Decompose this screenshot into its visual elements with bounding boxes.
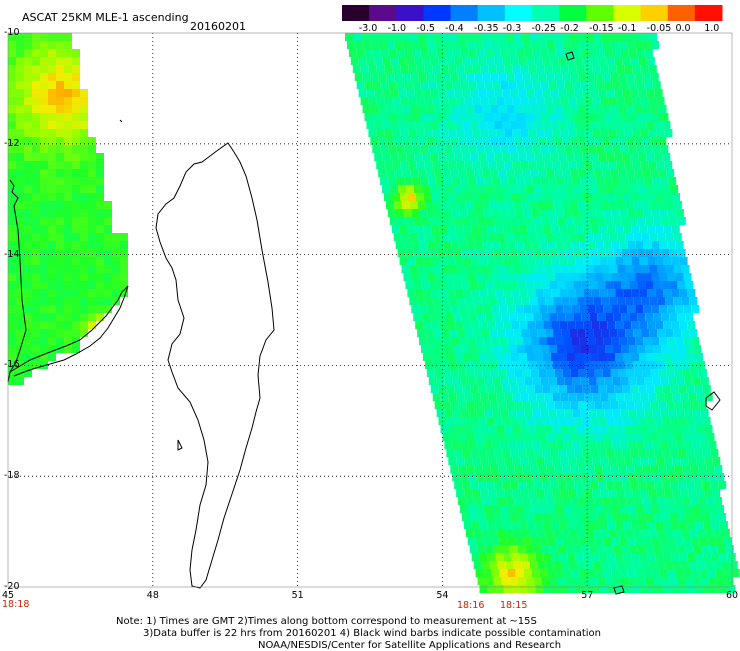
time-label-mid1: 18:16 bbox=[457, 600, 485, 611]
note-line-2: 3)Data buffer is 22 hrs from 20160201 4)… bbox=[143, 628, 601, 639]
time-label-left: 18:18 bbox=[2, 599, 30, 610]
time-label-mid2: 18:15 bbox=[500, 600, 528, 611]
note-line-3: NOAA/NESDIS/Center for Satellite Applica… bbox=[258, 640, 562, 651]
lat-label: -16 bbox=[4, 359, 20, 371]
lon-label: 60 bbox=[726, 590, 739, 601]
colorbar-tick: -0.5 bbox=[416, 23, 435, 34]
colorbar-tick: -0.35 bbox=[473, 23, 499, 34]
africa-coastline bbox=[7, 179, 27, 383]
map-date: 20160201 bbox=[190, 20, 246, 33]
map-title: ASCAT 25KM MLE-1 ascending bbox=[22, 11, 189, 24]
lat-label: -12 bbox=[4, 137, 20, 149]
coastline bbox=[7, 51, 721, 595]
colorbar-swatch bbox=[477, 5, 506, 21]
colorbar-swatch bbox=[342, 5, 370, 21]
lon-label: 48 bbox=[146, 590, 159, 601]
island-1 bbox=[565, 51, 575, 61]
colorbar-tick: -0.05 bbox=[646, 23, 672, 34]
lat-label: -18 bbox=[4, 470, 20, 482]
colorbar-swatch bbox=[396, 5, 424, 21]
lat-lon-grid bbox=[8, 33, 732, 587]
lat-label: -20 bbox=[4, 581, 20, 592]
lon-label: 45 bbox=[2, 590, 15, 601]
colorbar-swatch bbox=[369, 5, 397, 21]
colorbar-tick: -0.15 bbox=[589, 23, 614, 34]
lon-label: 57 bbox=[581, 590, 594, 601]
colorbar-swatch bbox=[504, 5, 533, 21]
map-canvas bbox=[7, 32, 740, 595]
colorbar-swatch bbox=[613, 5, 642, 21]
lon-label: 54 bbox=[436, 590, 449, 601]
colorbar-tick: -0.4 bbox=[445, 23, 464, 34]
colorbar-swatch bbox=[667, 5, 696, 21]
island-5 bbox=[177, 439, 183, 451]
colorbar-swatch bbox=[423, 5, 452, 21]
island-2 bbox=[705, 391, 721, 411]
colorbar-tick: -0.3 bbox=[502, 23, 522, 34]
colorbar-swatch bbox=[586, 5, 614, 21]
colorbar-tick: -3.0 bbox=[358, 23, 378, 34]
colorbar-tick: -0.1 bbox=[617, 23, 637, 34]
colorbar-swatch bbox=[559, 5, 587, 21]
madagascar-coastline bbox=[155, 142, 275, 589]
island-3 bbox=[613, 585, 625, 595]
colorbar-tick: 0.0 bbox=[675, 23, 691, 34]
colorbar-tick: 1.0 bbox=[704, 23, 720, 34]
colorbar bbox=[342, 5, 723, 21]
data-swaths bbox=[8, 33, 740, 593]
colorbar-tick: -0.2 bbox=[560, 23, 579, 34]
colorbar-tick: -1.0 bbox=[387, 23, 407, 34]
colorbar-swatch bbox=[640, 5, 669, 21]
lon-label: 51 bbox=[291, 590, 304, 601]
island-4 bbox=[119, 119, 123, 123]
colorbar-swatch bbox=[450, 5, 479, 21]
colorbar-swatch bbox=[694, 5, 723, 21]
note-line-1: Note: 1) Times are GMT 2)Times along bot… bbox=[116, 616, 537, 627]
africa-coast-detail bbox=[9, 285, 129, 377]
lat-label: -14 bbox=[4, 248, 20, 260]
map-frame bbox=[7, 32, 733, 588]
colorbar-swatch bbox=[532, 5, 560, 21]
lat-label: -10 bbox=[4, 27, 20, 38]
colorbar-tick: -0.25 bbox=[531, 23, 557, 34]
